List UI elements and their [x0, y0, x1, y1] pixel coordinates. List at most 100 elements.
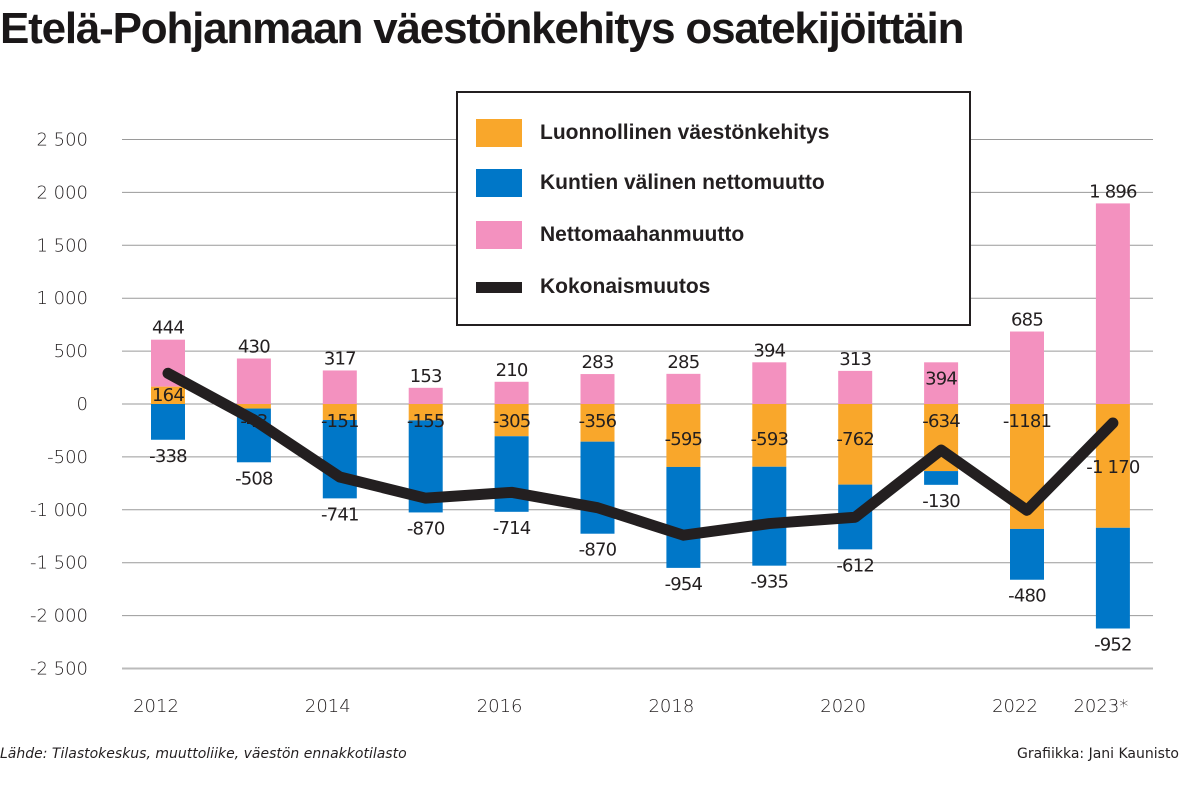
- legend-item-total: Kokonaismuutos: [476, 275, 710, 299]
- bar-municipal: [924, 471, 959, 485]
- legend-item-natural: Luonnollinen väestönkehitys: [476, 119, 829, 147]
- data-label-immigration: 313: [839, 349, 871, 370]
- data-label-immigration: 317: [324, 348, 356, 369]
- x-tick-label: 2023*: [1073, 696, 1128, 717]
- y-tick-label: 500: [54, 341, 88, 362]
- legend-label: Kuntien välinen nettomuutto: [540, 171, 825, 194]
- bar-immigration: [924, 362, 959, 404]
- data-label-immigration: 285: [667, 352, 699, 373]
- data-label-immigration: 394: [925, 368, 957, 389]
- bar-municipal: [494, 436, 529, 512]
- data-label-municipal: -130: [922, 491, 960, 512]
- data-label-immigration: 210: [496, 360, 528, 381]
- bar-municipal: [1010, 528, 1044, 580]
- legend-label: Luonnollinen väestönkehitys: [540, 121, 830, 144]
- data-label-natural: -634: [922, 411, 960, 432]
- x-tick-label: 2016: [477, 696, 523, 717]
- bar-immigration: [322, 370, 357, 404]
- data-label-natural: -595: [665, 429, 703, 450]
- data-label-municipal: -954: [665, 574, 703, 595]
- legend-swatch-natural: [476, 119, 522, 147]
- data-label-municipal: -935: [750, 572, 788, 593]
- bar-municipal: [1095, 527, 1130, 629]
- data-label-natural: -1 170: [1086, 457, 1140, 478]
- data-label-natural: -762: [836, 429, 874, 450]
- legend-label: Nettomaahanmuutto: [540, 223, 745, 246]
- bar-immigration: [408, 387, 443, 404]
- legend-item-municipal: Kuntien välinen nettomuutto: [476, 169, 825, 197]
- data-label-municipal: -612: [836, 555, 874, 576]
- x-tick-label: 2012: [133, 696, 179, 717]
- bar-natural: [666, 404, 701, 467]
- y-tick-label: 2 000: [36, 182, 88, 203]
- chart-title: Etelä-Pohjanmaan väestönkehitys osatekij…: [0, 4, 964, 53]
- data-label-municipal: -870: [407, 518, 445, 539]
- data-label-immigration: 394: [753, 340, 785, 361]
- x-tick-label: 2020: [820, 696, 866, 717]
- bar-natural: [494, 404, 529, 437]
- x-tick-label: 2022: [992, 696, 1038, 717]
- data-label-municipal: -714: [493, 518, 531, 539]
- data-label-natural: -151: [321, 411, 359, 432]
- legend-item-immigration: Nettomaahanmuutto: [476, 221, 744, 249]
- legend-label: Kokonaismuutos: [540, 275, 711, 298]
- y-tick-label: 1 000: [36, 288, 88, 309]
- bar-immigration: [838, 370, 873, 404]
- data-label-immigration: 153: [410, 366, 442, 387]
- data-label-municipal: -741: [321, 504, 359, 525]
- data-label-immigration: 430: [238, 337, 270, 358]
- data-label-immigration: 283: [582, 352, 614, 373]
- y-tick-label: 0: [77, 394, 88, 415]
- data-label-municipal: -870: [579, 540, 617, 561]
- bar-municipal: [666, 466, 701, 568]
- data-label-immigration: 1 896: [1089, 181, 1137, 202]
- data-label-natural: -305: [493, 411, 531, 432]
- bar-natural: [236, 404, 271, 409]
- data-label-natural: -356: [579, 411, 617, 432]
- bar-immigration: [752, 362, 787, 404]
- bar-immigration: [1095, 203, 1130, 404]
- y-tick-label: 2 500: [36, 130, 88, 151]
- data-label-natural: -1181: [1003, 411, 1051, 432]
- y-tick-label: -500: [47, 447, 88, 468]
- y-tick-label: -2 000: [30, 606, 88, 627]
- legend-swatch-municipal: [476, 169, 522, 197]
- legend-swatch-total: [476, 281, 522, 293]
- bar-natural: [151, 386, 185, 404]
- credit-note: Grafiikka: Jani Kaunisto: [1016, 746, 1179, 762]
- source-note: Lähde: Tilastokeskus, muuttoliike, väest…: [0, 746, 407, 762]
- bar-natural: [322, 404, 357, 420]
- data-label-immigration: 444: [152, 318, 184, 339]
- bar-municipal: [151, 404, 185, 440]
- bar-immigration: [1010, 331, 1044, 404]
- legend-swatch-immigration: [476, 221, 522, 249]
- x-tick-label: 2014: [305, 696, 351, 717]
- data-label-natural: -155: [407, 411, 445, 432]
- y-tick-label: -1 500: [30, 553, 88, 574]
- bar-municipal: [580, 441, 615, 534]
- bar-municipal: [752, 466, 787, 566]
- data-label-immigration: 685: [1011, 310, 1043, 331]
- bar-immigration: [494, 381, 529, 404]
- bar-immigration: [666, 373, 701, 404]
- data-label-municipal: -338: [149, 446, 187, 467]
- x-tick-label: 2018: [648, 696, 694, 717]
- data-label-municipal: -952: [1094, 635, 1132, 656]
- bar-natural: [838, 404, 873, 485]
- bar-natural: [752, 404, 787, 467]
- data-label-natural: -593: [750, 429, 788, 450]
- data-label-municipal: -480: [1008, 586, 1046, 607]
- data-label-municipal: -508: [235, 468, 273, 489]
- y-tick-label: -1 000: [30, 500, 88, 521]
- bar-immigration: [580, 374, 615, 404]
- y-tick-label: -2 500: [30, 659, 88, 680]
- data-label-natural: 164: [152, 385, 184, 406]
- bar-natural: [580, 404, 615, 442]
- bar-natural: [408, 404, 443, 421]
- y-tick-label: 1 500: [36, 235, 88, 256]
- legend: Luonnollinen väestönkehitys Kuntien väli…: [456, 91, 971, 326]
- bar-immigration: [236, 358, 271, 404]
- line-total-change: [162, 367, 1119, 541]
